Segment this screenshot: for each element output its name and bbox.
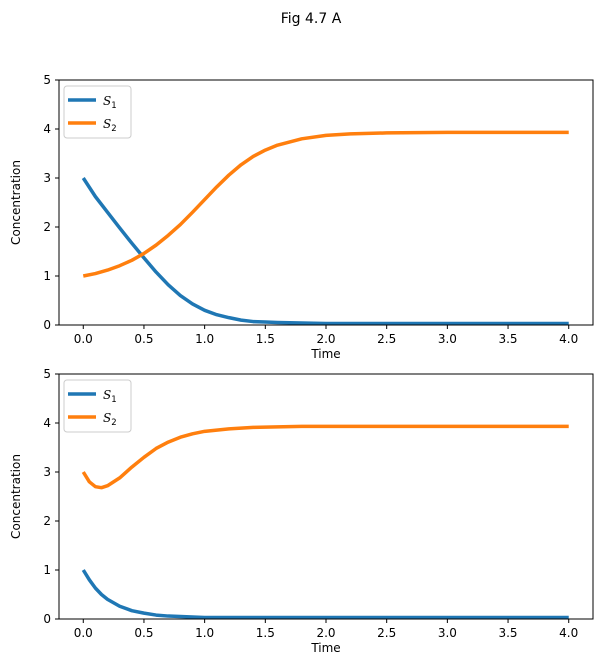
plot-frame	[58, 373, 594, 620]
x-axis-label: Time	[310, 347, 340, 361]
y-tick-label: 5	[43, 73, 51, 87]
y-axis-label: Concentration	[9, 454, 23, 539]
x-tick-label: 4.0	[559, 626, 578, 640]
y-tick-label: 0	[43, 612, 51, 626]
y-tick-label: 5	[43, 367, 51, 381]
legend-subscript: 1	[111, 395, 116, 405]
series-line-s2	[82, 130, 569, 278]
y-tick-label: 4	[43, 416, 51, 430]
figure-title: Fig 4.7 A	[281, 11, 342, 27]
x-tick-label: 1.0	[195, 332, 214, 346]
series-line-s1	[81, 569, 569, 620]
y-tick-label: 3	[43, 465, 51, 479]
legend-box	[63, 379, 132, 433]
x-tick-label: 1.5	[256, 626, 275, 640]
y-axis-label: Concentration	[9, 160, 23, 245]
series-line-s1	[81, 177, 569, 326]
legend-box	[63, 85, 132, 139]
y-tick-label: 0	[43, 318, 51, 332]
x-tick-label: 0.5	[134, 626, 153, 640]
x-tick-label: 2.0	[316, 332, 335, 346]
x-tick-label: 2.5	[377, 332, 396, 346]
x-tick-label: 1.5	[256, 332, 275, 346]
legend-subscript: 2	[111, 124, 116, 134]
x-tick-label: 2.0	[316, 626, 335, 640]
legend-subscript: 2	[111, 418, 116, 428]
x-tick-label: 0.5	[134, 332, 153, 346]
y-tick-label: 2	[43, 220, 51, 234]
y-tick-label: 1	[43, 563, 51, 577]
y-tick-label: 4	[43, 122, 51, 136]
x-tick-label: 2.5	[377, 626, 396, 640]
x-tick-label: 4.0	[559, 332, 578, 346]
x-tick-label: 3.0	[438, 332, 457, 346]
y-tick-label: 3	[43, 171, 51, 185]
x-tick-label: 1.0	[195, 626, 214, 640]
y-tick-label: 1	[43, 269, 51, 283]
x-axis-label: Time	[310, 641, 340, 655]
chart-top: 0.0 0.5 1.0 1.5 2.0 2.5 3.0 3.5 4.0 0 1 2 3 4 5 Time Con…	[9, 73, 594, 361]
y-tick-label: 2	[43, 514, 51, 528]
plot-frame	[58, 79, 594, 326]
x-tick-label: 3.5	[498, 626, 517, 640]
x-tick-label: 0.0	[74, 626, 93, 640]
x-tick-label: 3.5	[498, 332, 517, 346]
series-line-s2	[81, 424, 569, 490]
chart-bottom: 0.0 0.5 1.0 1.5 2.0 2.5 3.0 3.5 4.0 0 1 2 3 4 5 Time Con…	[9, 367, 594, 655]
legend-subscript: 1	[111, 101, 116, 111]
x-tick-label: 3.0	[438, 626, 457, 640]
x-tick-label: 0.0	[74, 332, 93, 346]
